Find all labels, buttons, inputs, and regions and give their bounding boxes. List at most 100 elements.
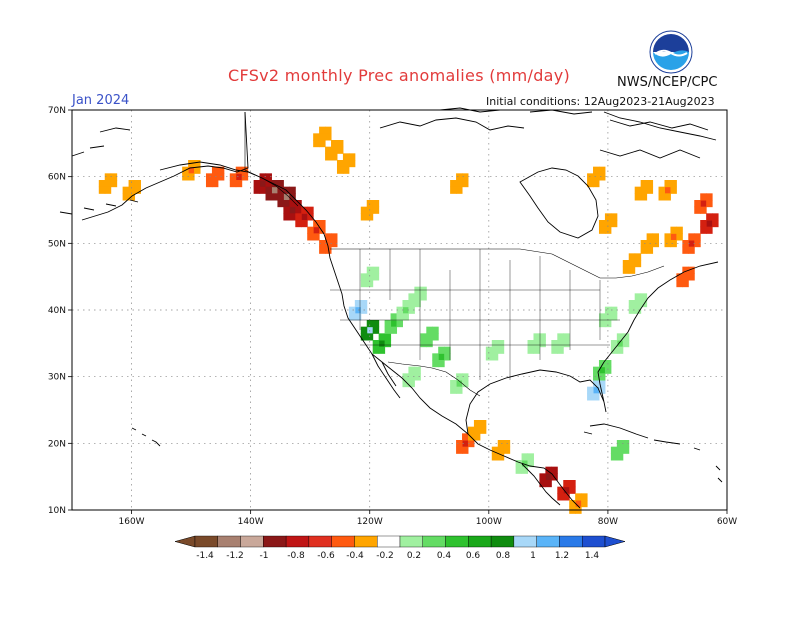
hawaii [131,427,161,447]
anomaly-cell [420,333,427,341]
anomaly-cell [336,160,344,168]
colorbar-label: 0.2 [407,551,421,561]
anomaly-cell [658,186,665,194]
anomaly-cell [604,306,612,314]
anomaly-cell [432,360,439,368]
anomaly-cell [235,173,243,181]
anomaly-cell [646,180,654,188]
anomaly-cell [438,360,445,368]
anomaly-cell [307,226,314,234]
anomaly-cell [265,193,272,201]
anomaly-cell [563,486,570,494]
lon-tick-label: 100W [476,517,502,527]
anomaly-cell [456,186,463,194]
anomaly-cell [319,140,326,148]
noaa-logo-icon [649,30,693,74]
anomaly-cell [217,166,225,174]
anomaly-cell [664,180,671,188]
anomaly-cell [360,206,368,214]
anomaly-cell [569,486,576,494]
anomaly-cell [545,466,552,474]
anomaly-cell [283,193,290,201]
anomaly-cell [408,380,415,388]
anomaly-cell [497,453,505,461]
anomaly-cell [473,420,481,428]
anomaly-cell [98,180,106,188]
anomaly-cell [610,453,618,461]
colorbar-swatch [331,535,355,548]
anomaly-cell [628,306,636,314]
anomaly-cell [634,306,642,314]
anomaly-cell [676,233,683,241]
anomaly-cell [634,186,642,194]
anomaly-cell [402,300,409,308]
lon-tick-label: 80W [598,517,618,527]
anomaly-cell [426,326,433,334]
anomaly-cell [396,320,403,328]
anomaly-cell [593,180,600,188]
agency-label: NWS/NCEP/CPC [617,75,718,90]
anomaly-cell [491,353,499,361]
anomaly-cell [205,173,213,181]
anomaly-cell [682,273,689,281]
anomaly-cell [664,233,671,241]
colorbar-swatch [354,535,378,548]
anomaly-cell [682,246,689,254]
anomaly-cell [593,366,600,374]
anomaly-cell [604,366,612,374]
anomaly-cell [563,333,570,341]
anomaly-cell [462,380,469,388]
anomaly-cell [319,133,326,141]
anomaly-cell [610,446,618,454]
anomaly-cell [289,213,296,221]
anomaly-cell [688,246,695,254]
colorbar-swatch [263,535,287,548]
anomaly-cell [664,240,671,248]
anomaly-cell [360,273,368,281]
anomaly-cell [593,173,600,181]
anomaly-cell [396,306,403,314]
anomaly-cell [610,213,618,221]
anomaly-cell [557,340,564,348]
anomaly-cell [604,313,612,321]
colorbar-swatch [513,535,537,548]
anomaly-cell [390,326,398,334]
lon-tick-label: 140W [238,517,264,527]
anomaly-cell [414,293,421,301]
anomaly-cell [521,466,529,474]
anomaly-cell [598,386,606,394]
anomaly-cell [610,220,618,228]
anomaly-cell [598,360,606,368]
anomaly-cell [211,166,219,174]
anomaly-cell [414,300,421,308]
anomaly-cell [593,386,600,394]
anomaly-cell [479,420,487,428]
anomaly-cell [497,340,505,348]
anomaly-cell [456,440,463,448]
anomaly-cell [521,453,529,461]
anomaly-cell [491,340,499,348]
anomaly-cell [587,393,594,401]
anomaly-cell [342,153,350,161]
anomaly-cell [336,140,344,148]
colorbar-label: 1.2 [555,551,569,561]
anomaly-cell [593,393,600,401]
colorbar-swatch [399,535,423,548]
anomaly-cell [700,226,707,234]
anomaly-cell [414,286,421,294]
anomaly-cell [545,480,552,488]
anomaly-cell [598,366,606,374]
anomaly-cell [634,300,642,308]
aleutian-islands [59,127,139,215]
anomaly-cell [342,166,350,174]
anomaly-cell [432,333,439,341]
anomaly-cell [581,500,588,508]
anomaly-cell [188,173,195,181]
initial-conditions: Initial conditions: 12Aug2023-21Aug2023 [486,95,715,108]
colorbar-swatch [582,535,606,548]
anomaly-cell [700,200,707,208]
anomaly-cell [390,313,398,321]
anomaly-cell [598,226,606,234]
colorbar-label: 0.8 [496,551,511,561]
